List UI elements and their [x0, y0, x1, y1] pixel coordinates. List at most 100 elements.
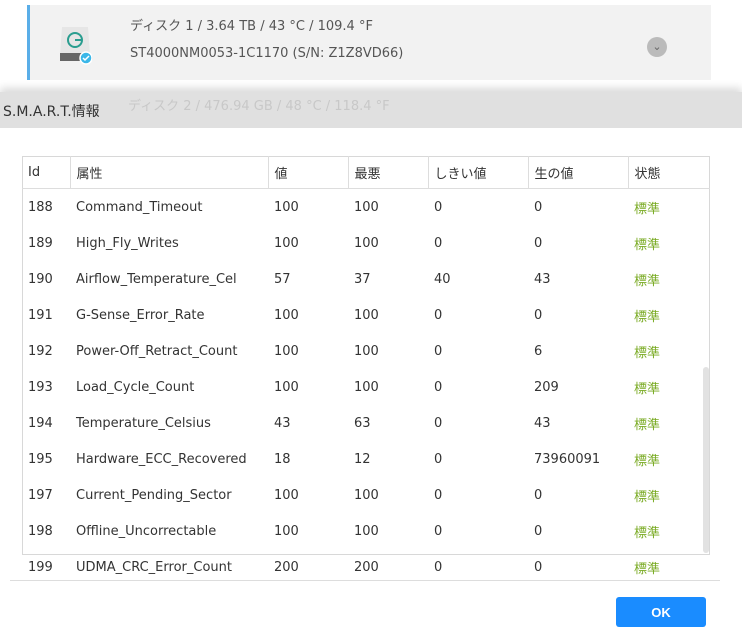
status-badge: 標準 [634, 453, 661, 469]
status-badge: 標準 [634, 201, 661, 217]
table-cell: 0 [434, 451, 443, 467]
table-cell: 100 [354, 343, 379, 359]
table-cell: 100 [354, 235, 379, 251]
table-cell: 0 [434, 415, 443, 431]
table-row: 189 High_Fly_Writes 100 100 0 0 標準 [22, 225, 710, 261]
column-header: 値 [268, 156, 349, 189]
table-cell: 194 [28, 415, 53, 431]
table-cell: Current_Pending_Sector [76, 487, 232, 503]
table-cell: 63 [354, 415, 371, 431]
table-cell: 0 [434, 523, 443, 539]
column-header: 最悪 [348, 156, 429, 189]
column-header: Id [22, 156, 71, 189]
table-row: 197 Current_Pending_Sector 100 100 0 0 標準 [22, 477, 710, 513]
table-row: 188 Command_Timeout 100 100 0 0 標準 [22, 189, 710, 226]
status-badge: 標準 [634, 417, 661, 433]
table-cell: 189 [28, 235, 53, 251]
table-cell: 0 [534, 487, 543, 503]
table-cell: 0 [434, 343, 443, 359]
table-cell: 190 [28, 271, 53, 287]
status-badge: 標準 [634, 309, 661, 325]
dialog-header: ディスク 2 / 476.94 GB / 48 °C / 118.4 °F S.… [0, 92, 742, 128]
disk-title: ディスク 1 / 3.64 TB / 43 °C / 109.4 °F [130, 19, 373, 34]
table-cell: 0 [434, 559, 443, 575]
table-row: 198 Offline_Uncorrectable 100 100 0 0 標準 [22, 513, 710, 549]
chevron-down-icon[interactable]: ⌄ [647, 37, 667, 57]
table-cell: 100 [354, 379, 379, 395]
table-row: 195 Hardware_ECC_Recovered 18 12 0 73960091 標準 [22, 441, 710, 477]
table-cell: UDMA_CRC_Error_Count [76, 559, 232, 575]
table-cell: G-Sense_Error_Rate [76, 307, 205, 323]
scrollbar[interactable] [703, 367, 709, 553]
disk-model: ST4000NM0053-1C1170 (S/N: Z1Z8VD66) [130, 46, 404, 61]
status-badge: 標準 [634, 237, 661, 253]
table-cell: 195 [28, 451, 53, 467]
status-badge: 標準 [634, 273, 661, 289]
table-cell: 197 [28, 487, 53, 503]
table-cell: 12 [354, 451, 371, 467]
table-row: 192 Power-Off_Retract_Count 100 100 0 6 標準 [22, 333, 710, 369]
column-header: しきい値 [428, 156, 529, 189]
table-row: 194 Temperature_Celsius 43 63 0 43 標準 [22, 405, 710, 441]
table-cell: 193 [28, 379, 53, 395]
table-cell: 100 [354, 487, 379, 503]
ok-button[interactable]: OK [616, 597, 706, 627]
dialog-title: S.M.A.R.T.情報 [3, 104, 100, 120]
smart-dialog: ディスク 2 / 476.94 GB / 48 °C / 118.4 °F S.… [0, 92, 742, 636]
disk-card-1[interactable]: ディスク 1 / 3.64 TB / 43 °C / 109.4 °F ST40… [27, 5, 711, 80]
table-cell: Offline_Uncorrectable [76, 523, 217, 539]
table-cell: 43 [274, 415, 291, 431]
table-cell: 37 [354, 271, 371, 287]
status-badge: 標準 [634, 525, 661, 541]
table-cell: 200 [354, 559, 379, 575]
table-cell: Power-Off_Retract_Count [76, 343, 238, 359]
table-cell: 209 [534, 379, 559, 395]
table-cell: 43 [534, 271, 551, 287]
table-cell: 0 [434, 307, 443, 323]
table-cell: 100 [274, 235, 299, 251]
table-cell: Temperature_Celsius [76, 415, 211, 431]
disk-healthy-icon [60, 27, 92, 65]
table-cell: 100 [354, 307, 379, 323]
table-cell: 0 [534, 523, 543, 539]
table-cell: 100 [354, 199, 379, 215]
table-cell: 100 [274, 379, 299, 395]
divider [10, 580, 720, 581]
status-badge: 標準 [634, 345, 661, 361]
table-cell: 100 [274, 199, 299, 215]
table-cell: 192 [28, 343, 53, 359]
status-badge: 標準 [634, 561, 661, 577]
table-cell: 0 [534, 235, 543, 251]
table-cell: Airflow_Temperature_Cel [76, 271, 237, 287]
status-badge: 標準 [634, 489, 661, 505]
smart-table: Id 属性値最悪 しきい値 生の値 状態 188 Command_Timeout 100 10… [22, 156, 710, 585]
table-row: 193 Load_Cycle_Count 100 100 0 209 標準 [22, 369, 710, 405]
table-cell: 100 [274, 487, 299, 503]
table-cell: 200 [274, 559, 299, 575]
table-cell: High_Fly_Writes [76, 235, 179, 251]
table-cell: 57 [274, 271, 291, 287]
column-header: 生の値 [528, 156, 629, 189]
table-cell: Hardware_ECC_Recovered [76, 451, 247, 467]
table-cell: 0 [434, 487, 443, 503]
column-header: 属性 [70, 156, 269, 189]
table-cell: 73960091 [534, 451, 601, 467]
column-header: 状態 [628, 156, 710, 189]
table-cell: 100 [274, 343, 299, 359]
table-cell: 0 [434, 379, 443, 395]
table-cell: 43 [534, 415, 551, 431]
table-cell: 191 [28, 307, 53, 323]
table-cell: 0 [534, 199, 543, 215]
table-row: 190 Airflow_Temperature_Cel 57 37 40 43 標準 [22, 261, 710, 297]
disk-title-background: ディスク 2 / 476.94 GB / 48 °C / 118.4 °F [128, 99, 390, 114]
table-cell: 100 [274, 307, 299, 323]
table-cell: 18 [274, 451, 291, 467]
table-row: 191 G-Sense_Error_Rate 100 100 0 0 標準 [22, 297, 710, 333]
table-cell: 198 [28, 523, 53, 539]
table-cell: 40 [434, 271, 451, 287]
table-cell: 188 [28, 199, 53, 215]
status-badge: 標準 [634, 381, 661, 397]
table-cell: 100 [274, 523, 299, 539]
table-cell: Command_Timeout [76, 199, 203, 215]
table-cell: 0 [534, 559, 543, 575]
